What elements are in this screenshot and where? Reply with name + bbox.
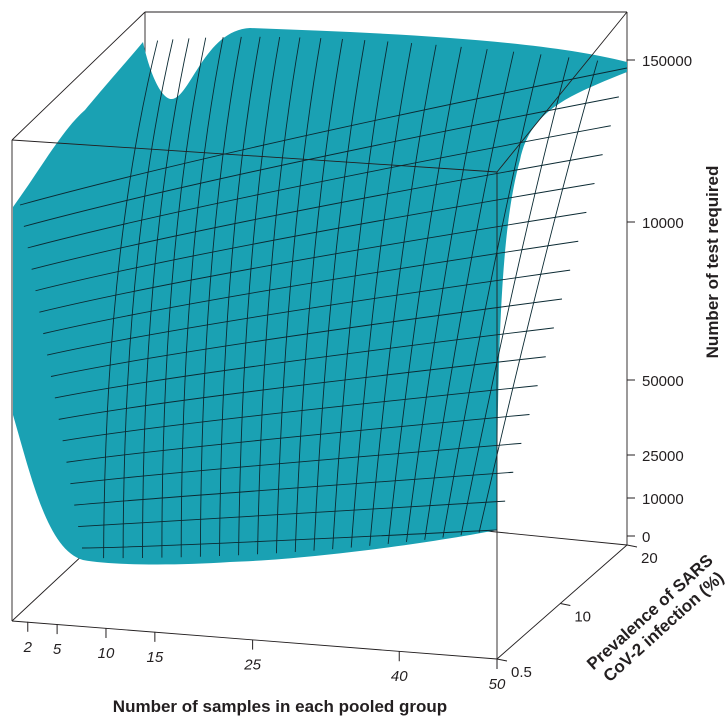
x-tick-label: 2 <box>23 639 33 656</box>
x-tick-label: 5 <box>53 641 62 658</box>
y-tick-mark <box>626 544 638 548</box>
box-edge <box>11 11 146 141</box>
y-axis-title-line1: Prevalence of SARS <box>583 551 716 674</box>
y-tick-mark <box>560 602 571 606</box>
mesh-line <box>313 40 366 551</box>
x-axis-title: Number of samples in each pooled group <box>113 697 447 716</box>
y-tick-label: 10 <box>574 608 591 625</box>
mesh-line <box>43 240 579 335</box>
z-tick-label: 10000 <box>642 215 684 232</box>
mesh-line <box>142 38 190 558</box>
y-tick-label: 20 <box>641 550 658 567</box>
mesh-line <box>35 183 595 292</box>
mesh-line <box>478 60 599 533</box>
z-axis-title: Number of test required <box>703 166 722 359</box>
mesh-line <box>58 356 546 420</box>
box-front-edges <box>11 11 628 660</box>
mesh-line <box>442 54 542 538</box>
mesh-line <box>103 40 159 559</box>
mesh-line <box>219 36 261 557</box>
z-tick-label: 50000 <box>642 373 684 390</box>
z-tick-label: 25000 <box>642 448 684 465</box>
mesh-line <box>369 44 437 546</box>
mesh-line <box>406 49 488 543</box>
y-tick-mark <box>496 658 508 662</box>
y-tick-label: 0.5 <box>511 664 532 681</box>
surface <box>13 28 628 565</box>
mesh-line <box>31 154 603 270</box>
box-edge <box>11 139 498 173</box>
mesh-line <box>70 442 522 485</box>
mesh-line <box>23 96 619 227</box>
z-tick-label: 150000 <box>642 53 692 70</box>
mesh-line <box>275 38 322 554</box>
mesh-line <box>74 471 514 506</box>
x-tick-label: 10 <box>98 645 115 662</box>
mesh-line <box>161 37 207 558</box>
mesh-line <box>199 36 242 557</box>
mesh-line <box>387 46 462 545</box>
mesh-line <box>332 41 389 550</box>
box-edge <box>496 11 628 173</box>
x-tick-label: 15 <box>147 649 164 666</box>
mesh-line <box>66 414 530 463</box>
z-axis-ticks: 0 10000 25000 50000 10000 150000 <box>627 53 692 546</box>
y-axis-ticks: 0.5 10 20 <box>496 544 658 681</box>
mesh-lines-prevalence <box>19 67 628 549</box>
mesh-line <box>122 39 174 559</box>
z-tick-label: 0 <box>642 529 650 546</box>
mesh-line <box>54 327 554 399</box>
mesh-line <box>238 36 281 556</box>
x-tick-label: 25 <box>243 657 261 674</box>
mesh-line <box>27 125 611 249</box>
mesh-line <box>47 269 571 356</box>
mesh-line <box>62 385 538 442</box>
z-tick-label: 10000 <box>642 491 684 508</box>
box-edge <box>496 544 628 660</box>
mesh-line <box>460 57 570 536</box>
mesh-line <box>294 38 343 553</box>
mesh-line <box>180 37 224 558</box>
x-tick-label: 50 <box>489 676 506 693</box>
x-tick-label: 40 <box>391 668 408 685</box>
mesh-line <box>39 211 587 313</box>
box-edge <box>11 620 498 660</box>
mesh-line <box>424 51 515 540</box>
mesh-line <box>350 42 413 548</box>
mesh-line <box>257 37 301 555</box>
mesh-line <box>78 500 506 528</box>
y-axis-title: Prevalence of SARS CoV-2 infection (%) <box>583 551 727 686</box>
mesh-lines-samples <box>103 36 599 559</box>
mesh-line <box>19 67 628 206</box>
mesh-line <box>81 529 498 549</box>
